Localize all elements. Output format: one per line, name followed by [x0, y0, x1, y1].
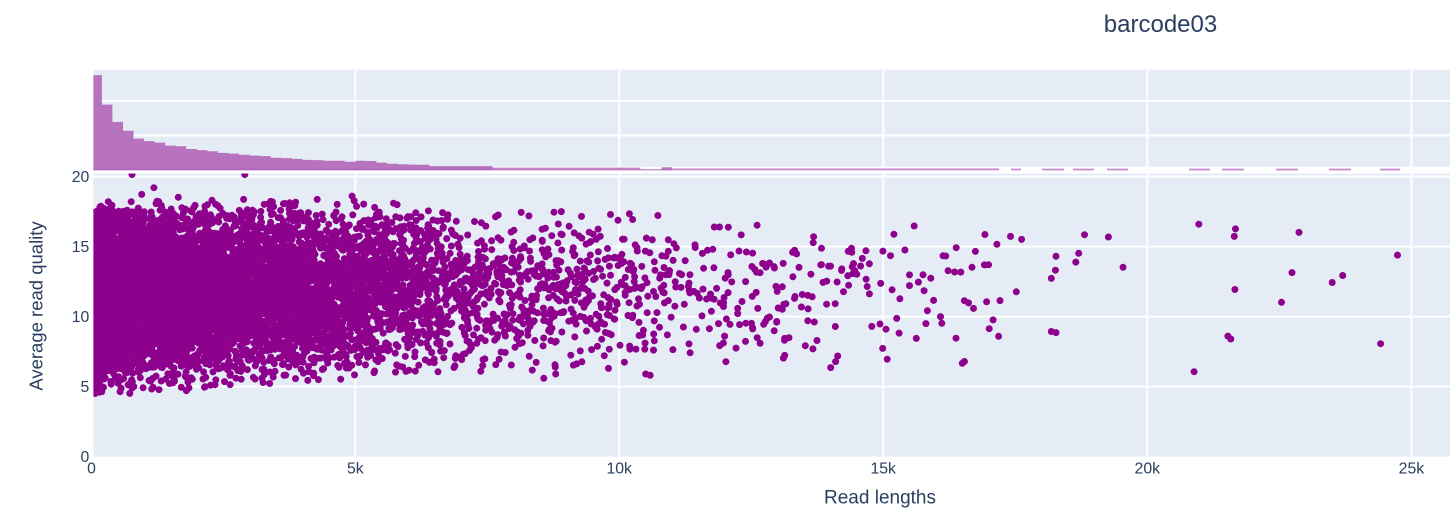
svg-text:Average read quality: Average read quality: [26, 221, 47, 391]
svg-text:10: 10: [72, 309, 90, 326]
svg-text:20: 20: [72, 169, 90, 186]
svg-text:15k: 15k: [870, 461, 896, 478]
svg-text:Read lengths: Read lengths: [824, 488, 936, 509]
svg-text:0: 0: [87, 461, 96, 478]
svg-text:20k: 20k: [1135, 461, 1161, 478]
svg-text:10k: 10k: [606, 461, 632, 478]
svg-text:5k: 5k: [347, 461, 364, 478]
svg-text:25k: 25k: [1399, 461, 1425, 478]
svg-text:5: 5: [81, 379, 90, 396]
svg-text:barcode03: barcode03: [1104, 11, 1217, 38]
svg-text:0: 0: [81, 449, 90, 466]
svg-text:15: 15: [72, 239, 90, 256]
